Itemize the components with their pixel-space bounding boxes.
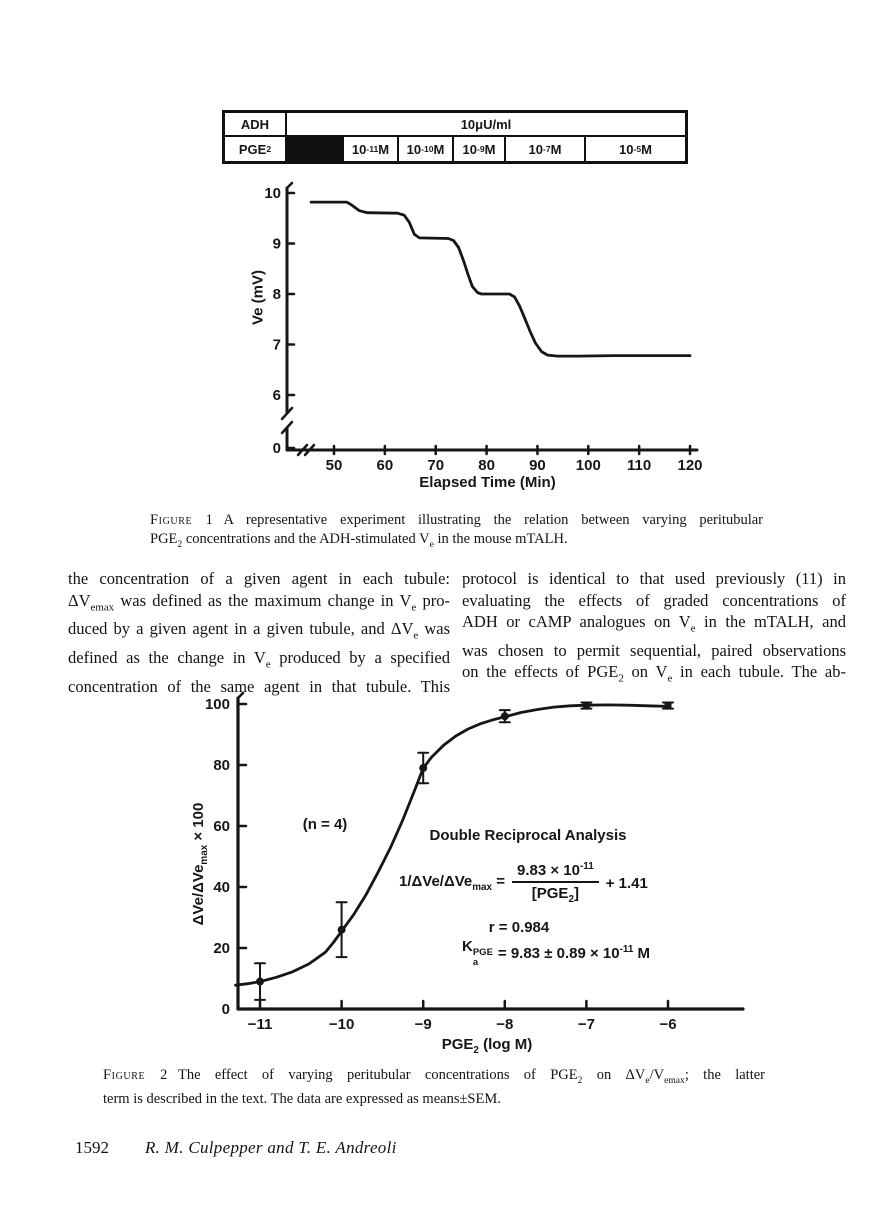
adh-dose-value: 10μU/ml xyxy=(460,116,512,132)
figure2-ka-value: K PGE a = 9.83 ± 0.89 × 10-11 M xyxy=(462,938,650,968)
figure1-caption-line2: PGE2 concentrations and the ADH-stimulat… xyxy=(150,530,568,550)
figure2-caption-label: Figure 2 xyxy=(103,1067,168,1083)
pge2-dose-3: 10 -9 M xyxy=(454,137,506,161)
figure1-caption-line1: Figure 1 A representative experiment illu… xyxy=(150,511,763,530)
ka-superscript: PGE xyxy=(472,947,493,958)
svg-text:60: 60 xyxy=(377,457,394,474)
svg-text:−7: −7 xyxy=(578,1016,595,1033)
figure2-caption-line2: term is described in the text. The data … xyxy=(103,1091,501,1108)
figure2-caption-text1: The effect of varying peritubular concen… xyxy=(178,1067,766,1086)
equation-fraction: 9.83 × 10-11 [PGE2] xyxy=(511,861,599,905)
figure2-y-axis-label: ΔVe/ΔVemax × 100 xyxy=(190,802,210,926)
body-line: was chosen to permit sequential, paired … xyxy=(462,640,846,660)
body-line: ΔVemax was defined as the maximum change… xyxy=(68,590,450,613)
figure2-equation: 1/ΔVe/ΔVemax = 9.83 × 10-11 [PGE2] + 1.4… xyxy=(399,861,648,905)
pge2-dose-1: 10 -11 M xyxy=(344,137,399,161)
body-line: on the effects of PGE2 on Ve in each tub… xyxy=(462,662,846,685)
svg-text:60: 60 xyxy=(213,818,230,835)
svg-text:40: 40 xyxy=(213,879,230,896)
body-line: concentration of the same agent in that … xyxy=(68,676,450,696)
figure1-y-axis-label: Ve (mV) xyxy=(249,269,267,326)
svg-text:−9: −9 xyxy=(415,1016,432,1033)
svg-text:20: 20 xyxy=(213,940,230,957)
ka-scripts: PGE a xyxy=(473,948,493,968)
body-column-left: the concentration of a given agent in ea… xyxy=(68,568,450,697)
figure2-caption-line1: Figure 2 The effect of varying peritubula… xyxy=(103,1066,765,1090)
figure1-caption-text1: A representative experiment illustrating… xyxy=(223,512,763,528)
svg-text:100: 100 xyxy=(576,457,601,474)
page-number: 1592 xyxy=(75,1138,109,1157)
svg-text:0: 0 xyxy=(222,1001,230,1018)
equation-denominator: [PGE2] xyxy=(511,881,599,905)
svg-text:6: 6 xyxy=(273,387,281,404)
ka-term: K PGE a xyxy=(462,938,493,968)
svg-text:7: 7 xyxy=(273,337,281,354)
equation-numerator: 9.83 × 10-11 xyxy=(516,861,594,879)
dose-condition-table: ADH 10μU/ml PGE 2 10 -11 M 10 -10 M 10 -9 M … xyxy=(222,110,688,164)
ka-subscript: a xyxy=(472,956,479,968)
pge2-row-label: PGE 2 xyxy=(225,137,287,161)
body-line: protocol is identical to that used previ… xyxy=(462,569,846,588)
equation-lhs: 1/ΔVe/ΔVemax = xyxy=(399,873,505,893)
adh-row: ADH 10μU/ml xyxy=(225,113,685,135)
svg-text:70: 70 xyxy=(427,457,444,474)
body-column-right: protocol is identical to that used previ… xyxy=(462,568,846,690)
figure2-caption: Figure 2 The effect of varying peritubula… xyxy=(103,1066,765,1109)
figure2-chart: 0 20 40 60 80 100 −11 −10 −9 −8 −7 −6 xyxy=(205,691,745,1033)
adh-row-label: ADH xyxy=(225,113,287,135)
svg-text:−8: −8 xyxy=(496,1016,513,1033)
body-line: duced by a given agent in a given tubule… xyxy=(68,619,450,642)
equation-tail: + 1.41 xyxy=(605,874,648,892)
svg-text:9: 9 xyxy=(273,236,281,253)
body-line: defined as the change in Ve produced by … xyxy=(68,648,450,671)
pge2-dose-5: 10 -5 M xyxy=(619,141,652,157)
svg-text:100: 100 xyxy=(205,696,230,713)
svg-text:90: 90 xyxy=(529,457,546,474)
figure1-chart: 0 6 7 8 9 10 50 60 70 80 90 100 110 120 xyxy=(264,181,703,474)
body-line: the concentration of a given agent in ea… xyxy=(68,569,450,588)
figure1-caption: Figure 1 A representative experiment illu… xyxy=(150,511,763,554)
figure1-caption-label: Figure 1 xyxy=(150,512,214,528)
ka-base: K xyxy=(462,938,473,955)
figure1-x-axis-label: Elapsed Time (Min) xyxy=(419,474,556,491)
ka-result: = 9.83 ± 0.89 × 10-11 M xyxy=(497,943,650,962)
svg-text:120: 120 xyxy=(678,457,703,474)
svg-text:−10: −10 xyxy=(329,1016,354,1033)
svg-text:8: 8 xyxy=(273,286,281,303)
pge2-dose-4: 10 -7 M xyxy=(506,137,586,161)
pge2-control-cell xyxy=(287,137,344,161)
pge2-row: PGE 2 10 -11 M 10 -10 M 10 -9 M 10 -7 M 10 -5 … xyxy=(225,135,685,161)
svg-text:0: 0 xyxy=(273,440,281,457)
pge2-dose-2: 10 -10 M xyxy=(399,137,454,161)
page-footer: 1592 R. M. Culpepper and T. E. Andreoli xyxy=(75,1138,397,1158)
figure2-r-value: r = 0.984 xyxy=(488,919,550,936)
body-line: evaluating the effects of graded concent… xyxy=(462,590,846,610)
figure2-x-axis-label: PGE2 (log M) xyxy=(441,1036,533,1056)
svg-text:110: 110 xyxy=(627,457,651,474)
svg-text:10: 10 xyxy=(264,185,281,202)
body-line: ADH or cAMP analogues on Ve in the mTALH… xyxy=(462,612,846,635)
running-authors: R. M. Culpepper and T. E. Andreoli xyxy=(145,1138,397,1157)
figure2-analysis-title: Double Reciprocal Analysis xyxy=(429,827,627,844)
svg-text:80: 80 xyxy=(478,457,495,474)
figure2-n-annotation: (n = 4) xyxy=(302,816,348,833)
svg-text:80: 80 xyxy=(213,757,230,774)
svg-text:50: 50 xyxy=(326,457,343,474)
svg-text:−11: −11 xyxy=(248,1016,273,1033)
svg-text:−6: −6 xyxy=(659,1016,676,1033)
